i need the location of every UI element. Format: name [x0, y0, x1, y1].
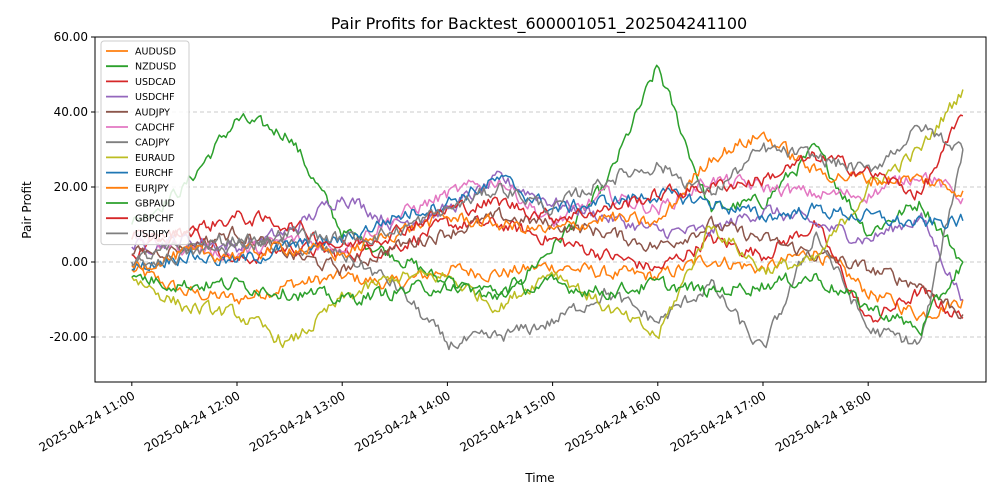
x-tick-label: 2025-04-24 15:00 [457, 388, 558, 454]
legend-label: EURCHF [135, 168, 173, 179]
y-tick-label: 20.00 [54, 180, 88, 194]
plot-area-frame [94, 36, 987, 383]
legend: AUDUSD NZDUSD USDCAD USDCHF AUDJPY CADCHF CADJ… [100, 40, 190, 246]
x-axis-title: Time [524, 471, 554, 485]
legend-label: AUDJPY [135, 107, 170, 118]
chart-title: Pair Profits for Backtest_600001051_2025… [331, 14, 747, 34]
series-line-usdchf [131, 170, 964, 301]
series-line-audjpy [131, 206, 964, 320]
legend-label: AUDUSD [135, 47, 176, 58]
series-line-eurjpy [131, 131, 964, 271]
legend-label: CADJPY [135, 138, 170, 149]
x-axis: 2025-04-24 11:00 2025-04-24 12:00 2025-04-… [37, 382, 874, 455]
y-tick-label: 0.00 [61, 255, 88, 269]
y-tick-label: -20.00 [49, 330, 88, 344]
y-axis: -20.00 0.00 20.00 40.00 60.00 [49, 30, 95, 344]
series-line-usdjpy [131, 124, 964, 267]
legend-label: EURAUD [135, 153, 175, 164]
series-line-audusd [131, 250, 964, 322]
legend-label: USDJPY [135, 229, 170, 240]
y-axis-title: Pair Profit [20, 181, 34, 239]
legend-label: USDCHF [135, 92, 175, 103]
series-line-euraud [131, 89, 964, 349]
series-line-cadjpy [131, 149, 964, 351]
legend-label: NZDUSD [135, 62, 176, 73]
series-lines [131, 64, 964, 351]
x-tick-label: 2025-04-24 14:00 [352, 388, 453, 454]
x-tick-label: 2025-04-24 17:00 [668, 388, 769, 454]
x-tick-label: 2025-04-24 12:00 [142, 388, 243, 454]
legend-label: USDCAD [135, 77, 176, 88]
legend-box [100, 40, 190, 246]
y-tick-label: 60.00 [54, 30, 88, 44]
legend-label: GBPCHF [135, 214, 174, 225]
series-line-nzdusd [131, 64, 964, 301]
x-tick-label: 2025-04-24 11:00 [37, 388, 138, 454]
x-tick-label: 2025-04-24 13:00 [247, 388, 348, 454]
legend-label: EURJPY [135, 183, 169, 194]
series-line-gbpaud [131, 261, 964, 337]
x-tick-label: 2025-04-24 16:00 [563, 388, 664, 454]
legend-label: GBPAUD [135, 199, 175, 210]
legend-label: CADCHF [135, 123, 175, 134]
y-tick-label: 40.00 [54, 105, 88, 119]
series-line-cadchf [131, 171, 964, 262]
x-tick-label: 2025-04-24 18:00 [773, 388, 874, 454]
